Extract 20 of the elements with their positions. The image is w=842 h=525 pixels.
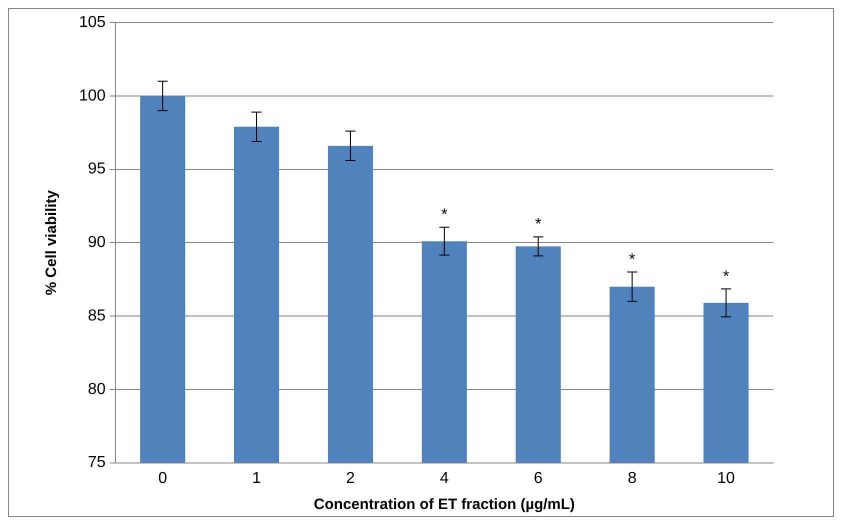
annotation: *: [441, 206, 448, 224]
y-tick-label: 95: [88, 160, 106, 178]
y-tick-label: 80: [88, 380, 106, 398]
y-tick-label: 105: [78, 14, 106, 32]
x-tick-label: 2: [346, 470, 355, 487]
x-tick-label: 1: [252, 470, 262, 487]
y-tick-label: 90: [88, 234, 106, 252]
y-axis-title: % Cell viability: [43, 190, 60, 296]
annotation: *: [535, 216, 542, 234]
y-tick-label: 75: [88, 454, 106, 472]
annotation: *: [722, 268, 730, 286]
y-tick-label: 100: [78, 87, 106, 104]
x-tick-label: 0: [158, 470, 168, 487]
annotation: *: [629, 251, 636, 268]
x-tick-label: 4: [440, 470, 449, 487]
x-tick-label: 10: [717, 470, 736, 487]
x-tick-label: 8: [628, 470, 637, 487]
y-tick-label: 85: [88, 307, 106, 324]
x-axis-title: Concentration of ET fraction (µg/mL): [314, 496, 575, 514]
x-tick-label: 6: [534, 470, 543, 487]
